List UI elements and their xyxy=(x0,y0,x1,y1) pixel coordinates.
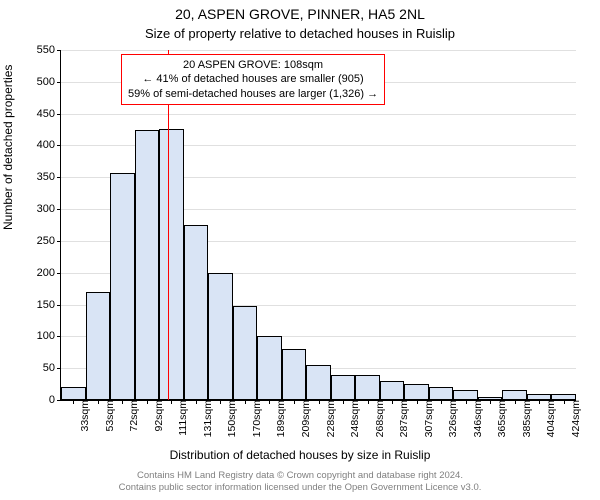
x-axis-label: Distribution of detached houses by size … xyxy=(0,448,600,462)
histogram-bar xyxy=(184,225,209,400)
y-tick-label: 250 xyxy=(23,235,61,247)
x-tick-mark xyxy=(269,400,270,404)
histogram-bar xyxy=(453,390,478,400)
y-tick-label: 150 xyxy=(23,299,61,311)
x-tick-label: 33sqm xyxy=(77,400,91,432)
histogram-bar xyxy=(429,387,454,400)
x-tick-mark xyxy=(122,400,123,404)
histogram-bar xyxy=(233,306,258,400)
x-tick-mark xyxy=(245,400,246,404)
x-tick-label: 268sqm xyxy=(372,400,386,437)
x-tick-label: 228sqm xyxy=(323,400,337,437)
footer-line-1: Contains HM Land Registry data © Crown c… xyxy=(0,470,600,482)
y-tick-label: 200 xyxy=(23,267,61,279)
histogram-bar xyxy=(551,394,576,400)
annotation-line: 20 ASPEN GROVE: 108sqm xyxy=(128,58,378,72)
y-tick-label: 400 xyxy=(23,139,61,151)
histogram-bar xyxy=(282,349,307,400)
x-tick-label: 365sqm xyxy=(494,400,508,437)
histogram-bar xyxy=(527,394,552,400)
x-tick-mark xyxy=(466,400,467,404)
x-tick-mark xyxy=(490,400,491,404)
histogram-bar xyxy=(502,390,527,400)
x-tick-label: 111sqm xyxy=(175,400,189,436)
histogram-bar xyxy=(331,375,356,400)
chart-subtitle: Size of property relative to detached ho… xyxy=(0,26,600,41)
x-tick-mark xyxy=(319,400,320,404)
histogram-bar xyxy=(110,173,135,400)
histogram-bar xyxy=(380,381,405,400)
y-tick-label: 450 xyxy=(23,108,61,120)
chart-title: 20, ASPEN GROVE, PINNER, HA5 2NL xyxy=(0,6,600,22)
x-tick-label: 131sqm xyxy=(200,400,214,437)
x-tick-mark xyxy=(515,400,516,404)
x-tick-label: 287sqm xyxy=(396,400,410,437)
x-tick-label: 326sqm xyxy=(445,400,459,437)
histogram-bar xyxy=(86,292,111,400)
histogram-bar xyxy=(478,397,503,400)
x-tick-mark xyxy=(417,400,418,404)
x-tick-label: 72sqm xyxy=(126,400,140,432)
histogram-bar xyxy=(208,273,233,400)
x-tick-mark xyxy=(441,400,442,404)
x-tick-mark xyxy=(564,400,565,404)
histogram-bar xyxy=(404,384,429,400)
x-tick-mark xyxy=(368,400,369,404)
x-tick-label: 424sqm xyxy=(568,400,582,437)
histogram-bar xyxy=(135,130,160,400)
y-tick-label: 350 xyxy=(23,171,61,183)
x-tick-label: 53sqm xyxy=(102,400,116,432)
chart-root: { "title": "20, ASPEN GROVE, PINNER, HA5… xyxy=(0,0,600,500)
y-tick-label: 300 xyxy=(23,203,61,215)
x-tick-label: 209sqm xyxy=(298,400,312,437)
x-tick-mark xyxy=(196,400,197,404)
x-tick-label: 346sqm xyxy=(470,400,484,437)
histogram-bar xyxy=(159,129,184,400)
histogram-bar xyxy=(61,387,86,400)
x-tick-label: 150sqm xyxy=(224,400,238,437)
histogram-bar xyxy=(257,336,282,400)
x-tick-label: 170sqm xyxy=(249,400,263,437)
x-tick-mark xyxy=(73,400,74,404)
x-tick-label: 189sqm xyxy=(273,400,287,437)
x-tick-label: 307sqm xyxy=(421,400,435,437)
x-tick-label: 248sqm xyxy=(347,400,361,437)
x-tick-mark xyxy=(147,400,148,404)
x-tick-mark xyxy=(539,400,540,404)
x-tick-mark xyxy=(392,400,393,404)
chart-footer: Contains HM Land Registry data © Crown c… xyxy=(0,470,600,494)
footer-line-2: Contains public sector information licen… xyxy=(0,482,600,494)
x-tick-mark xyxy=(343,400,344,404)
histogram-bar xyxy=(355,375,380,400)
x-tick-mark xyxy=(98,400,99,404)
y-tick-label: 100 xyxy=(23,330,61,342)
y-tick-label: 50 xyxy=(23,362,61,374)
plot-area: 20 ASPEN GROVE: 108sqm← 41% of detached … xyxy=(60,50,576,401)
x-tick-mark xyxy=(220,400,221,404)
y-tick-label: 0 xyxy=(23,394,61,406)
x-tick-mark xyxy=(294,400,295,404)
x-tick-mark xyxy=(171,400,172,404)
annotation-box: 20 ASPEN GROVE: 108sqm← 41% of detached … xyxy=(121,54,385,105)
annotation-line: ← 41% of detached houses are smaller (90… xyxy=(128,72,378,86)
x-tick-label: 385sqm xyxy=(519,400,533,437)
y-axis-label: Number of detached properties xyxy=(1,65,15,230)
x-tick-label: 404sqm xyxy=(543,400,557,437)
histogram-bar xyxy=(306,365,331,400)
y-tick-label: 500 xyxy=(23,76,61,88)
y-tick-label: 550 xyxy=(23,44,61,56)
x-tick-label: 92sqm xyxy=(151,400,165,432)
annotation-line: 59% of semi-detached houses are larger (… xyxy=(128,87,378,101)
